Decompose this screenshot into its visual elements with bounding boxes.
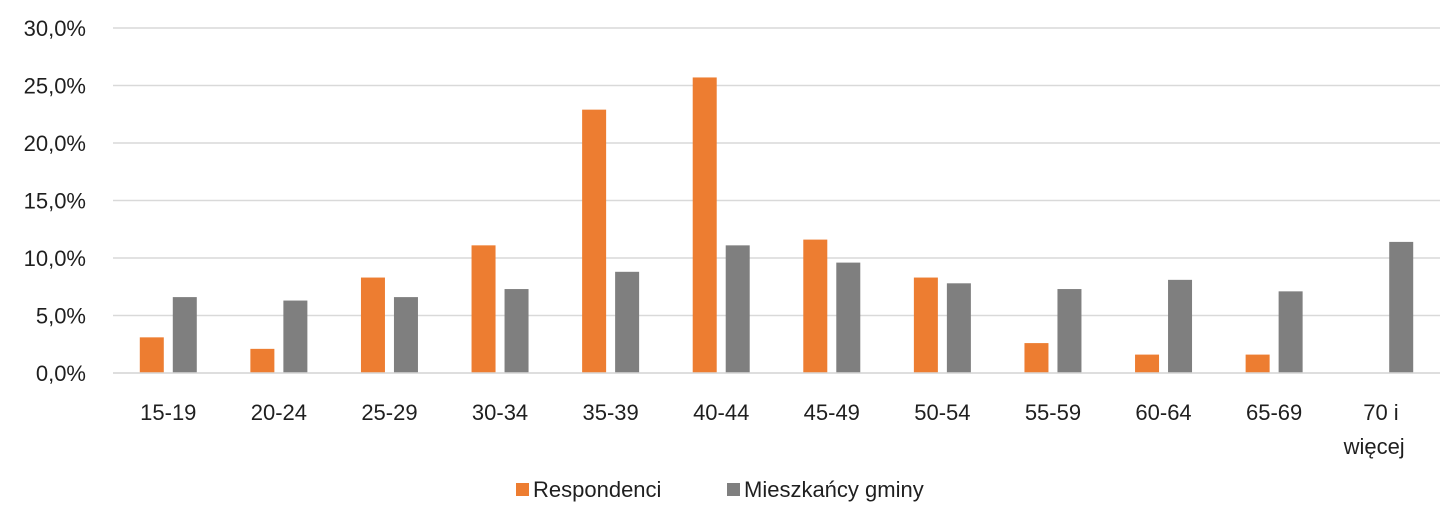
- x-tick-label: 55-59: [1025, 400, 1081, 425]
- x-tick-label: 30-34: [472, 400, 528, 425]
- y-tick-label: 25,0%: [24, 74, 86, 99]
- bar-mieszkancy-gminy: [1168, 279, 1193, 373]
- bar-respondenci: [471, 245, 496, 373]
- bar-respondenci: [139, 337, 164, 373]
- y-tick-label: 15,0%: [24, 189, 86, 214]
- bar-mieszkancy-gminy: [946, 283, 971, 373]
- bar-mieszkancy-gminy: [615, 271, 640, 373]
- y-tick-label: 30,0%: [24, 16, 86, 41]
- bar-mieszkancy-gminy: [393, 297, 418, 373]
- x-tick-label: 15-19: [140, 400, 196, 425]
- bar-mieszkancy-gminy: [1278, 291, 1303, 373]
- y-tick-label: 5,0%: [36, 304, 86, 329]
- bar-respondenci: [803, 239, 828, 373]
- legend: Respondenci Mieszkańcy gminy: [516, 477, 924, 502]
- bars: [139, 77, 1414, 374]
- bar-mieszkancy-gminy: [172, 297, 197, 373]
- bar-mieszkancy-gminy: [836, 262, 861, 373]
- bar-mieszkancy-gminy: [725, 245, 750, 373]
- x-tick-label: 70 i więcej: [1343, 400, 1405, 459]
- x-tick-label: 25-29: [361, 400, 417, 425]
- bar-respondenci: [692, 77, 717, 373]
- bar-mieszkancy-gminy: [1057, 289, 1082, 373]
- bar-respondenci: [1245, 354, 1270, 373]
- x-tick-label: 35-39: [582, 400, 638, 425]
- bar-respondenci: [913, 277, 938, 373]
- bar-respondenci: [1135, 354, 1160, 373]
- x-tick-label: 20-24: [251, 400, 307, 425]
- x-tick-label: 50-54: [914, 400, 970, 425]
- gridlines: [113, 27, 1440, 374]
- bar-respondenci: [250, 348, 275, 373]
- x-axis: 15-19 20-24 25-29 30-34 35-39 40-44 45-49 50-54…: [113, 372, 1440, 459]
- x-tick-label: 60-64: [1135, 400, 1191, 425]
- x-tick-label: 65-69: [1246, 400, 1302, 425]
- legend-label: Respondenci: [533, 477, 661, 502]
- bar-respondenci: [1024, 343, 1049, 373]
- bar-mieszkancy-gminy: [1389, 241, 1414, 373]
- y-tick-label: 0,0%: [36, 361, 86, 386]
- bar-respondenci: [582, 109, 607, 374]
- legend-swatch: [516, 483, 529, 496]
- y-tick-label: 10,0%: [24, 246, 86, 271]
- bar-respondenci: [360, 277, 385, 373]
- bar-mieszkancy-gminy: [504, 289, 529, 373]
- x-tick-label: 40-44: [693, 400, 749, 425]
- y-tick-label: 20,0%: [24, 131, 86, 156]
- legend-label: Mieszkańcy gminy: [744, 477, 924, 502]
- x-tick-label: 45-49: [804, 400, 860, 425]
- legend-swatch: [727, 483, 740, 496]
- y-axis: 0,0% 5,0% 10,0% 15,0% 20,0% 25,0% 30,0%: [24, 16, 86, 386]
- bar-mieszkancy-gminy: [283, 300, 308, 373]
